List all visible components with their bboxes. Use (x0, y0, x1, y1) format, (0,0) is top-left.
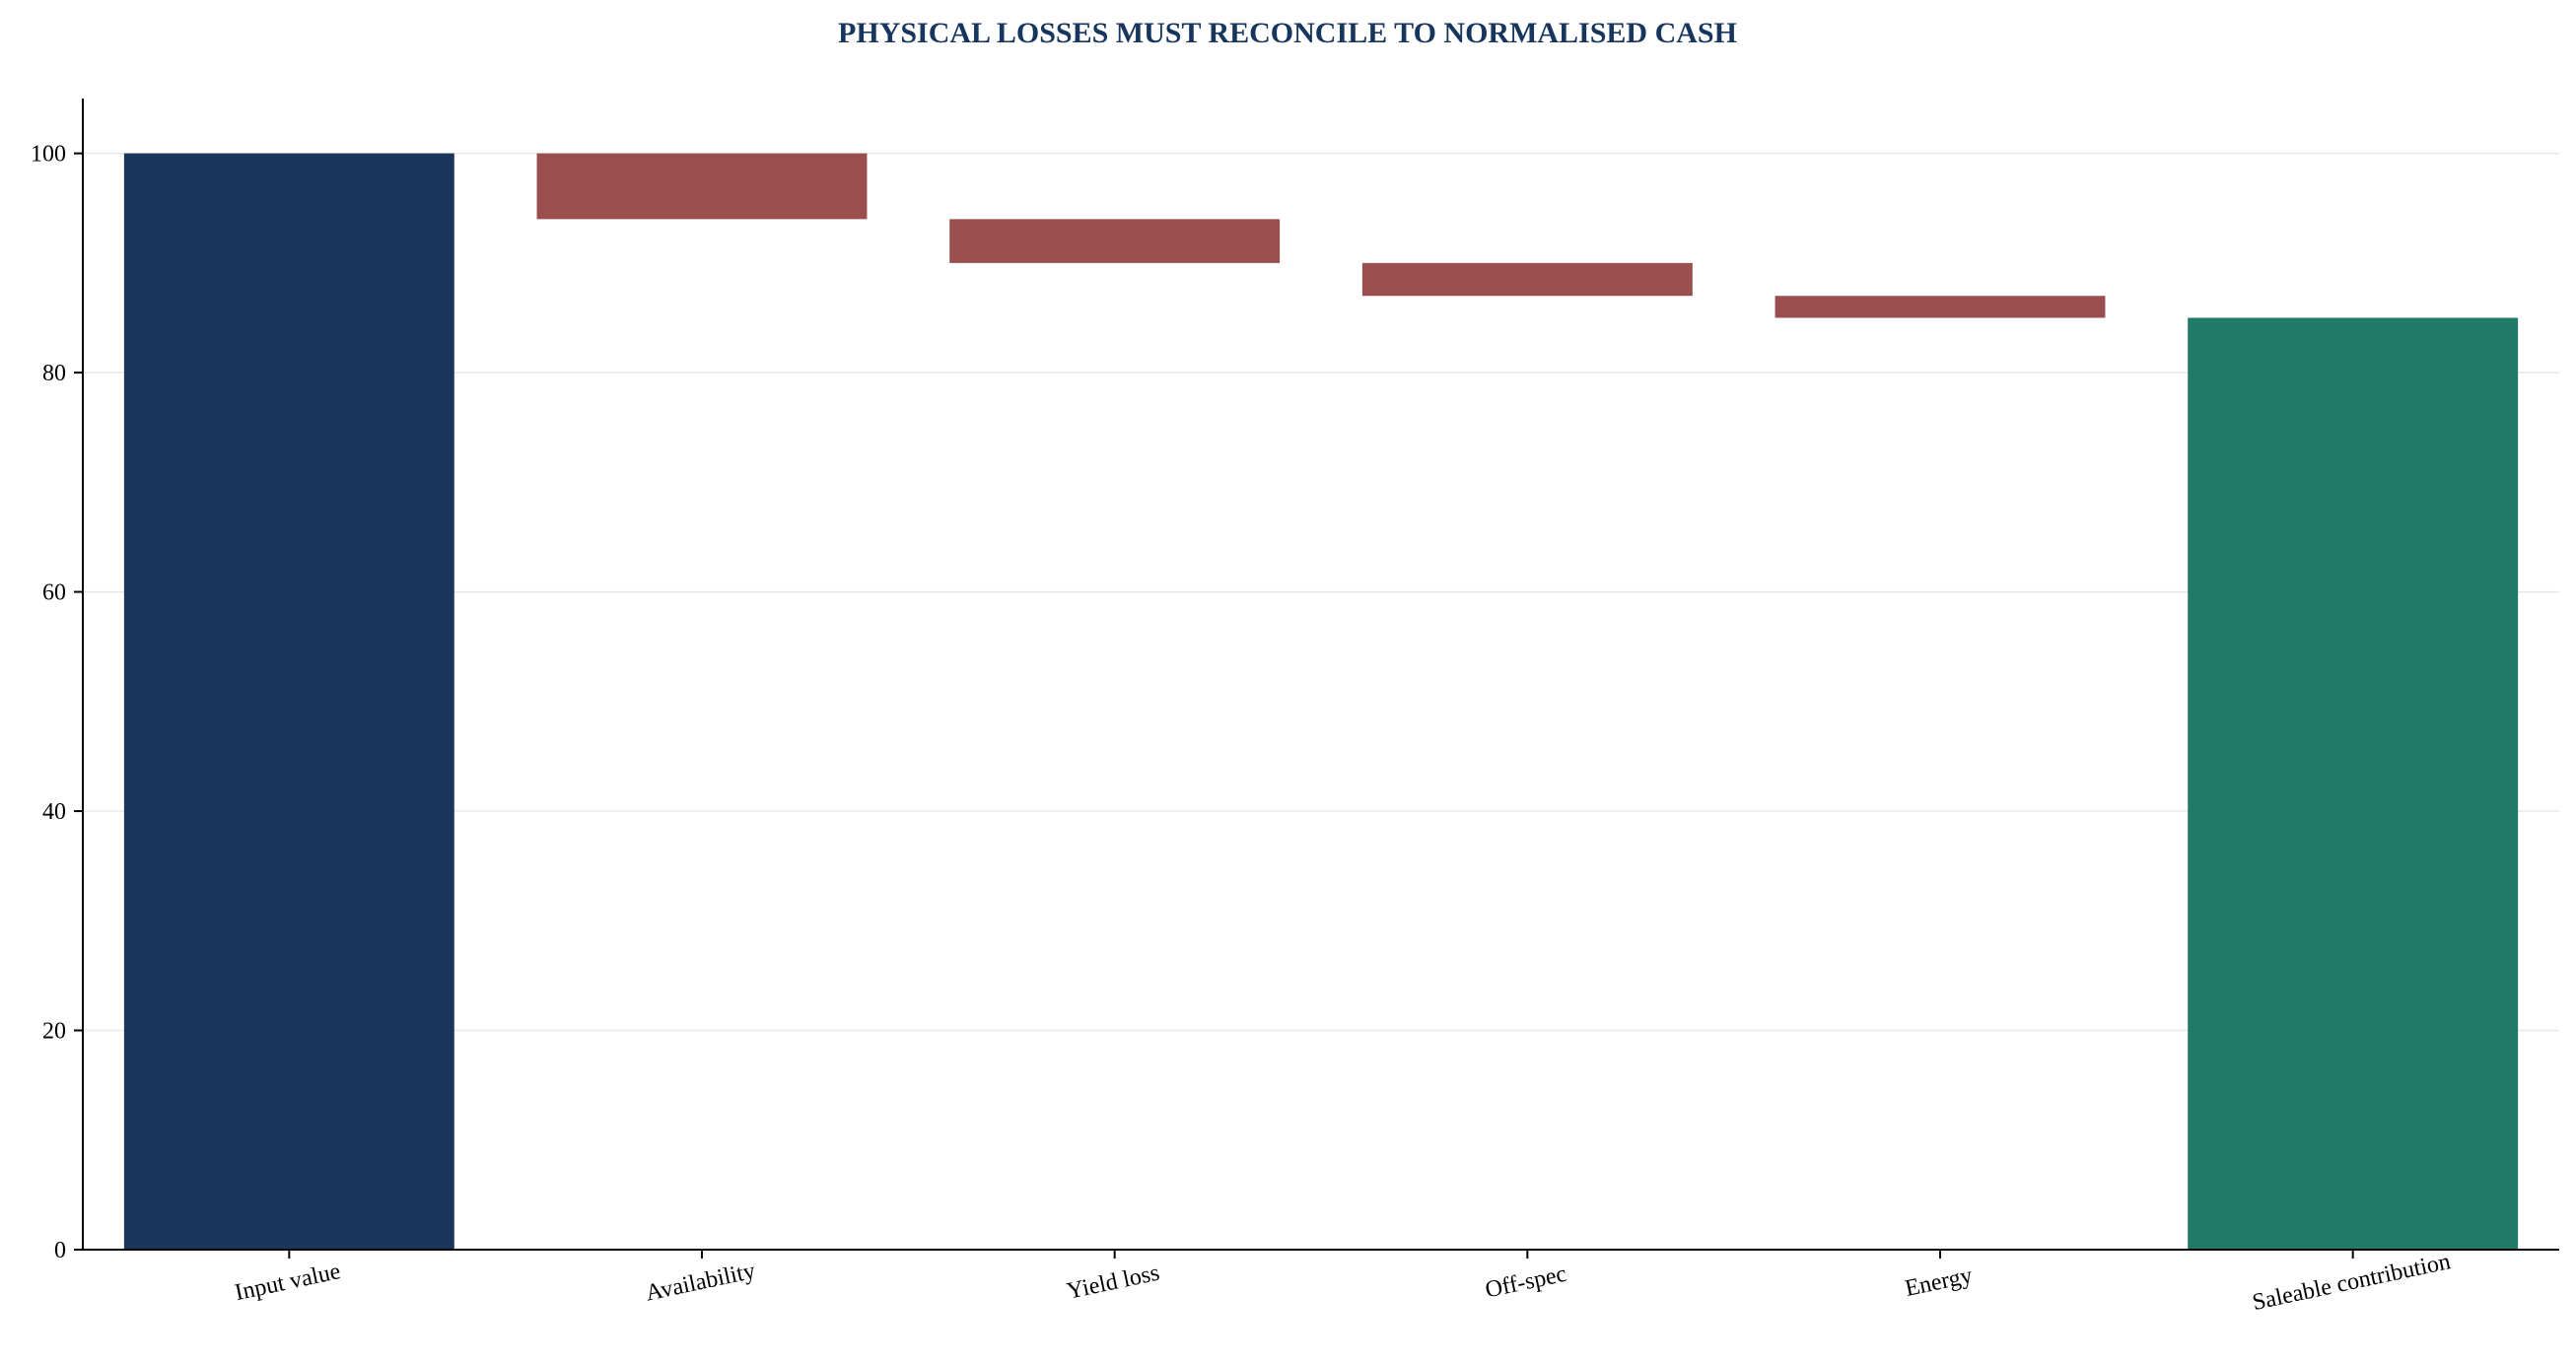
bar-off-spec (1361, 262, 1693, 297)
axes (82, 99, 2559, 1251)
bar-input-value (123, 153, 454, 1251)
bar-saleable-contribution (2188, 317, 2519, 1250)
bar-availability (536, 153, 868, 220)
y-axis-ticks: 0 20 40 60 80 100 (31, 142, 83, 1263)
bars (123, 153, 2519, 1251)
y-tick-label-0: 0 (54, 1238, 66, 1263)
y-tick-label-60: 60 (42, 580, 66, 606)
chart-title: PHYSICAL LOSSES MUST RECONCILE TO NORMAL… (838, 17, 1737, 49)
x-tick-label-saleable-contribution: Saleable contribution (2250, 1249, 2453, 1316)
y-tick-label-20: 20 (42, 1019, 66, 1045)
x-axis-ticks: Input value Availability Yield loss Off-spe… (233, 1249, 2453, 1316)
grid-lines (83, 152, 2559, 1032)
y-tick-label-80: 80 (42, 361, 66, 386)
x-tick-label-availability: Availability (644, 1259, 758, 1307)
x-tick-label-off-spec: Off-spec (1483, 1261, 1568, 1304)
x-tick-label-input-value: Input value (233, 1259, 343, 1306)
x-tick-label-energy: Energy (1903, 1262, 1975, 1302)
x-tick-label-yield-loss: Yield loss (1065, 1260, 1162, 1305)
y-tick-label-40: 40 (42, 799, 66, 825)
bar-energy (1775, 296, 2106, 318)
bar-yield-loss (949, 219, 1281, 263)
y-tick-label-100: 100 (31, 142, 66, 168)
